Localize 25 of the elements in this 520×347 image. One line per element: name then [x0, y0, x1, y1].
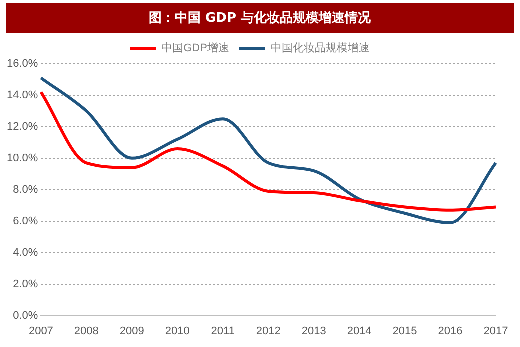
x-tick-label: 2010	[165, 325, 190, 338]
x-tick-label: 2017	[484, 325, 508, 338]
y-tick-label: 6.0%	[13, 215, 38, 228]
x-tick-label: 2008	[74, 325, 99, 338]
legend-label: 中国化妆品规模增速	[270, 42, 370, 55]
x-tick-label: 2007	[28, 325, 54, 338]
x-tick-label: 2009	[120, 325, 144, 338]
y-tick-label: 16.0%	[6, 58, 38, 70]
chart-title: 图：中国 GDP 与化妆品规模增速情况	[6, 3, 514, 33]
x-tick-label: 2013	[302, 325, 326, 338]
legend-label: 中国GDP增速	[162, 42, 230, 55]
line-series	[40, 90, 498, 212]
x-tick-label: 2012	[256, 325, 281, 338]
y-tick-label: 2.0%	[13, 278, 38, 290]
y-tick-label: 4.0%	[13, 246, 38, 259]
y-tick-label: 8.0%	[13, 184, 38, 196]
x-tick-label: 2016	[438, 325, 463, 338]
y-tick-label: 10.0%	[6, 152, 38, 164]
line-series	[40, 76, 498, 224]
x-tick-label: 2015	[392, 325, 418, 338]
y-tick-label: 0.0%	[13, 310, 38, 322]
x-tick-label: 2014	[347, 325, 372, 338]
y-tick-label: 12.0%	[6, 120, 38, 133]
x-tick-label: 2011	[211, 325, 235, 338]
y-tick-label: 14.0%	[6, 90, 38, 102]
